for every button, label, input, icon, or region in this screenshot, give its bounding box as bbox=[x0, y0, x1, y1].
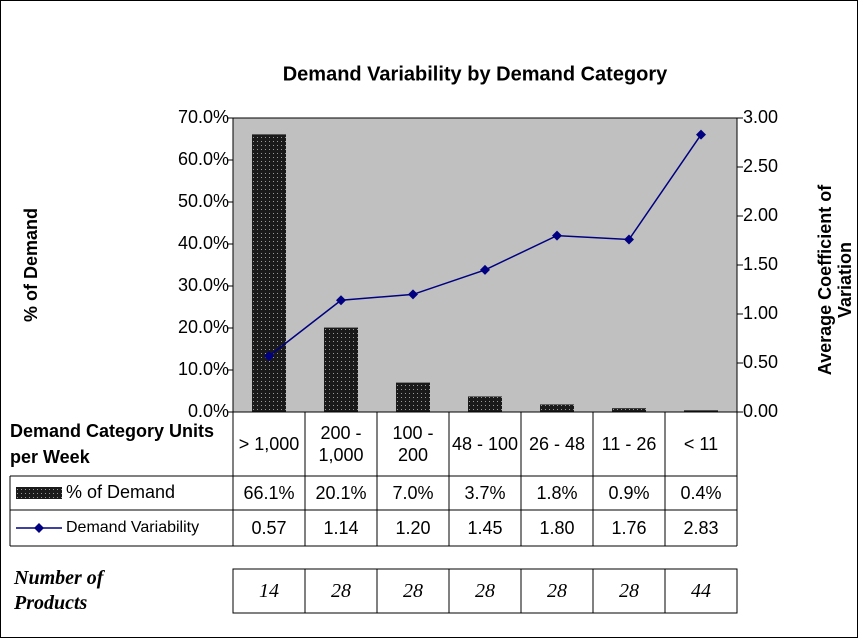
category-label: 11 - 26 bbox=[601, 434, 657, 454]
y-tick-label: 70.0% bbox=[178, 107, 229, 127]
y-tick-label: 30.0% bbox=[178, 275, 229, 295]
data-label: 20.1% bbox=[315, 483, 367, 503]
marker bbox=[624, 234, 634, 245]
y2-axis-title: Average Coefficient of Variation bbox=[815, 184, 855, 376]
marker bbox=[264, 351, 274, 362]
bar bbox=[612, 408, 646, 412]
data-label: 1.45 bbox=[467, 518, 503, 538]
y2-tick-label: 2.00 bbox=[743, 205, 778, 225]
y-tick-label: 40.0% bbox=[178, 233, 229, 253]
bar bbox=[324, 327, 358, 412]
bar bbox=[252, 134, 286, 412]
category-label: > 1,000 bbox=[238, 434, 300, 454]
y-tick-label: 0.0% bbox=[188, 401, 229, 421]
category-label: 26 - 48 bbox=[528, 434, 586, 454]
data-label: 2.83 bbox=[683, 518, 719, 538]
data-label: 1.14 bbox=[323, 518, 359, 538]
data-label: 1.8% bbox=[536, 483, 578, 503]
products-value: 28 bbox=[547, 580, 567, 602]
y2-tick-label: 0.00 bbox=[743, 401, 778, 421]
x-axis-title: Demand Category Units per Week bbox=[10, 421, 215, 467]
y-tick-label: 10.0% bbox=[178, 359, 229, 379]
marker bbox=[552, 230, 562, 241]
chart-title: Demand Variability by Demand Category bbox=[283, 63, 668, 85]
bar bbox=[540, 404, 574, 412]
data-label: 0.4% bbox=[680, 483, 722, 503]
data-label: 7.0% bbox=[392, 483, 434, 503]
marker bbox=[480, 264, 490, 275]
products-value: 28 bbox=[403, 580, 423, 602]
y-axis-title: % of Demand bbox=[21, 208, 41, 322]
y2-tick-label: 3.00 bbox=[743, 107, 778, 127]
y2-tick-label: 2.50 bbox=[743, 156, 778, 176]
bar bbox=[468, 396, 502, 412]
products-value: 14 bbox=[259, 580, 279, 602]
marker bbox=[336, 295, 346, 306]
products-value: 28 bbox=[475, 580, 495, 602]
products-value: 28 bbox=[619, 580, 639, 602]
products-box bbox=[232, 568, 738, 614]
products-value: 28 bbox=[331, 580, 351, 602]
bar bbox=[684, 410, 718, 412]
legend-label: % of Demand bbox=[66, 482, 175, 502]
y2-tick-label: 0.50 bbox=[743, 352, 778, 372]
y2-tick-label: 1.00 bbox=[743, 303, 778, 323]
legend-label: Demand Variability bbox=[66, 519, 199, 536]
marker bbox=[408, 289, 418, 300]
data-label: 0.57 bbox=[251, 518, 287, 538]
products-value: 44 bbox=[691, 580, 711, 602]
y-tick-label: 20.0% bbox=[178, 317, 229, 337]
y2-tick-label: 1.50 bbox=[743, 254, 778, 274]
data-label: 3.7% bbox=[464, 483, 506, 503]
category-label: 100 - 200 bbox=[392, 423, 434, 465]
marker bbox=[696, 129, 706, 140]
legend-key bbox=[16, 487, 62, 499]
bar bbox=[396, 382, 430, 412]
data-label: 0.9% bbox=[608, 483, 650, 503]
data-label: 1.80 bbox=[539, 518, 575, 538]
y-tick-label: 50.0% bbox=[178, 191, 229, 211]
y-tick-label: 60.0% bbox=[178, 149, 229, 169]
category-label: 48 - 100 bbox=[451, 434, 519, 454]
legend-key bbox=[34, 523, 44, 533]
data-label: 1.76 bbox=[611, 518, 647, 538]
category-label: 200 - 1,000 bbox=[318, 423, 364, 465]
category-label: < 11 bbox=[683, 434, 719, 454]
data-label: 1.20 bbox=[395, 518, 431, 538]
products-label: Number of Products bbox=[14, 567, 104, 614]
data-label: 66.1% bbox=[243, 483, 295, 503]
